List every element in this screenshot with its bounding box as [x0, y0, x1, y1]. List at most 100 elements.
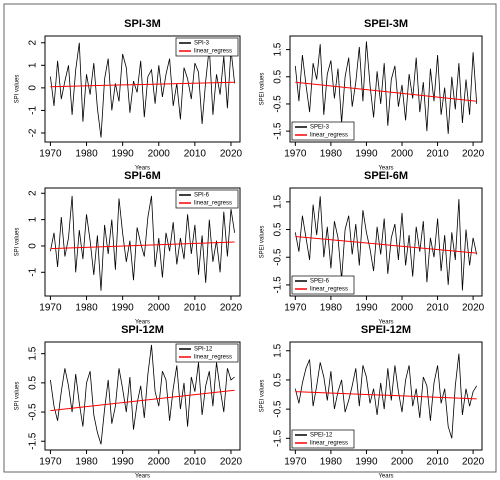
x-tick-label: 1970: [39, 303, 62, 314]
legend-box: [291, 275, 355, 295]
panel-title: SPI-3M: [124, 18, 161, 30]
y-tick-label: -1.5: [273, 276, 284, 294]
data-line: [50, 42, 235, 138]
y-tick-label: -0.5: [273, 95, 284, 113]
x-tick-label: 2000: [391, 149, 414, 160]
legend-label: linear_regress: [310, 441, 348, 447]
x-tick-label: 2010: [184, 457, 207, 468]
y-axis-label: SPI values: [15, 228, 21, 257]
x-tick-label: 2000: [148, 303, 171, 314]
x-tick-label: 2000: [148, 149, 171, 160]
x-tick-label: 2020: [462, 457, 485, 468]
legend-box: [175, 37, 239, 57]
x-tick-label: 2020: [220, 303, 243, 314]
trend-line: [50, 241, 235, 250]
y-tick-label: -1.5: [273, 429, 284, 447]
y-tick-label: -1.5: [28, 432, 39, 450]
x-tick-label: 1990: [112, 457, 135, 468]
panel-title: SPEI-6M: [364, 170, 408, 182]
y-tick-label: 0.5: [273, 222, 284, 236]
data-line: [294, 41, 478, 134]
trend-line: [295, 81, 477, 102]
y-tick-label: 0.5: [273, 69, 284, 83]
y-axis-label: SPEI values: [260, 226, 266, 259]
legend-box: [291, 121, 355, 141]
legend-label: linear_regress: [310, 287, 348, 293]
x-tick-label: 1980: [75, 149, 98, 160]
x-axis-label: Years: [135, 166, 150, 172]
y-tick-label: 2: [28, 40, 39, 46]
y-tick-label: -0.5: [273, 248, 284, 266]
data-line: [294, 353, 478, 439]
x-tick-label: 1980: [320, 303, 343, 314]
x-tick-label: 1970: [284, 303, 307, 314]
x-tick-label: 2020: [220, 149, 243, 160]
x-tick-label: 2010: [426, 303, 449, 314]
x-tick-label: 2010: [184, 149, 207, 160]
legend-box: [175, 343, 239, 363]
data-line: [50, 195, 235, 291]
legend-label: linear_regress: [310, 133, 348, 139]
x-tick-label: 1990: [355, 457, 378, 468]
x-tick-label: 1970: [284, 149, 307, 160]
legend-label: SPEI-6: [310, 279, 330, 285]
y-tick-label: -2: [28, 128, 39, 137]
legend-label: SPEI-12: [310, 433, 333, 439]
y-tick-label: -0.5: [28, 403, 39, 421]
x-tick-label: 1970: [39, 149, 62, 160]
x-axis-label: Years: [135, 474, 150, 480]
trend-line: [295, 236, 477, 254]
x-tick-label: 1980: [75, 303, 98, 314]
legend-label: linear_regress: [194, 49, 232, 55]
y-tick-label: -1.5: [273, 122, 284, 140]
legend-label: SPEI-3: [310, 125, 330, 131]
y-tick-label: 1.5: [28, 346, 39, 360]
panel-title: SPI-12M: [121, 324, 164, 336]
y-tick-label: 1.5: [273, 343, 284, 357]
plot-frame: [289, 341, 483, 451]
x-tick-label: 1970: [39, 457, 62, 468]
x-tick-label: 2000: [391, 457, 414, 468]
legend-box: [175, 189, 239, 209]
y-axis-label: SPI values: [15, 75, 21, 104]
y-tick-label: 1.5: [273, 194, 284, 208]
legend-label: linear_regress: [194, 201, 232, 207]
trend-line: [295, 391, 477, 400]
frame: [3, 3, 497, 473]
x-tick-label: 2010: [426, 149, 449, 160]
plot-frame: [289, 187, 483, 297]
panel-title: SPEI-3M: [364, 18, 408, 30]
x-tick-label: 2010: [426, 457, 449, 468]
y-axis-label: SPEI values: [260, 380, 266, 413]
x-axis-label: Years: [378, 320, 393, 326]
legend-label: SPI-6: [194, 193, 210, 199]
x-tick-label: 1990: [112, 149, 135, 160]
x-tick-label: 1980: [320, 149, 343, 160]
y-tick-label: 1.5: [273, 42, 284, 56]
legend-box: [291, 429, 355, 449]
y-tick-label: 0.5: [28, 375, 39, 389]
y-axis-label: SPEI values: [260, 73, 266, 106]
x-tick-label: 2000: [391, 303, 414, 314]
panel-title: SPI-6M: [124, 170, 161, 182]
x-tick-label: 2020: [220, 457, 243, 468]
plot-frame: [44, 187, 241, 297]
x-axis-label: Years: [378, 166, 393, 172]
legend-label: SPI-3: [194, 41, 210, 47]
y-tick-label: 1: [28, 62, 39, 68]
y-tick-label: 0.5: [273, 373, 284, 387]
x-tick-label: 2020: [462, 303, 485, 314]
x-tick-label: 2000: [148, 457, 171, 468]
data-line: [50, 344, 235, 445]
trend-line: [50, 81, 235, 88]
data-line: [294, 196, 478, 291]
x-tick-label: 1970: [284, 457, 307, 468]
y-axis-label: SPI values: [15, 382, 21, 411]
plot-frame: [289, 35, 483, 143]
x-axis-label: Years: [378, 474, 393, 480]
plot-frame: [44, 341, 241, 451]
y-tick-label: 0: [28, 243, 39, 249]
plot-frame: [44, 35, 241, 143]
legend-label: linear_regress: [194, 355, 232, 361]
